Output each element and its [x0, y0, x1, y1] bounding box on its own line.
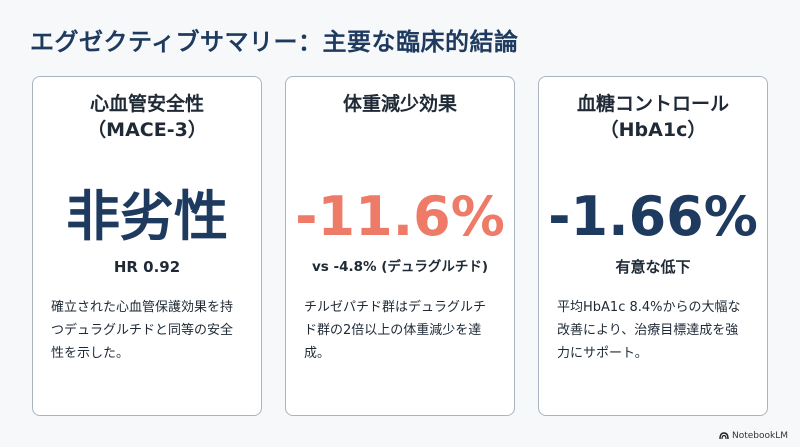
card-heading-line1: 血糖コントロール — [576, 93, 729, 115]
card-description: 平均HbA1c 8.4%からの大幅な改善により、治療目標達成を強力にサポート。 — [557, 300, 741, 361]
card-cardiovascular-safety: 心血管安全性 （MACE-3） 非劣性 HR 0.92 確立された心血管保護効果… — [32, 76, 262, 416]
notebooklm-logo-icon — [719, 432, 729, 440]
card-heading: 血糖コントロール （HbA1c） — [539, 91, 767, 143]
card-subtext: HR 0.92 — [113, 258, 181, 276]
card-glycemic-control: 血糖コントロール （HbA1c） -1.66% 有意な低下 平均HbA1c 8.… — [538, 76, 768, 416]
card-weight-loss: 体重減少効果 -11.6% vs -4.8% (デュラグルチド) チルゼパチド群… — [285, 76, 515, 416]
card-metric: -1.66% — [548, 185, 758, 248]
card-metric: -11.6% — [295, 185, 505, 248]
card-heading-line1: 体重減少効果 — [342, 93, 457, 115]
card-heading: 心血管安全性 （MACE-3） — [33, 91, 261, 143]
card-description: 確立された心血管保護効果を持つデュラグルチドと同等の安全性を示した。 — [51, 300, 234, 361]
card-description: チルゼパチド群はデュラグルチド群の2倍以上の体重減少を達成。 — [304, 300, 487, 361]
card-heading: 体重減少効果 — [286, 91, 514, 117]
branding-label: NotebookLM — [731, 431, 788, 441]
card-subtext: vs -4.8% (デュラグルチド) — [311, 259, 489, 275]
card-heading-line2: （HbA1c） — [599, 119, 707, 141]
card-heading-line1: 心血管安全性 — [89, 93, 204, 115]
card-heading-line2: （MACE-3） — [87, 119, 207, 141]
notebooklm-branding: NotebookLM — [719, 431, 788, 441]
slide-title: エグゼクティブサマリー：主要な臨床的結論 — [30, 28, 519, 56]
card-metric: 非劣性 — [66, 185, 228, 248]
card-subtext: 有意な低下 — [615, 258, 691, 276]
